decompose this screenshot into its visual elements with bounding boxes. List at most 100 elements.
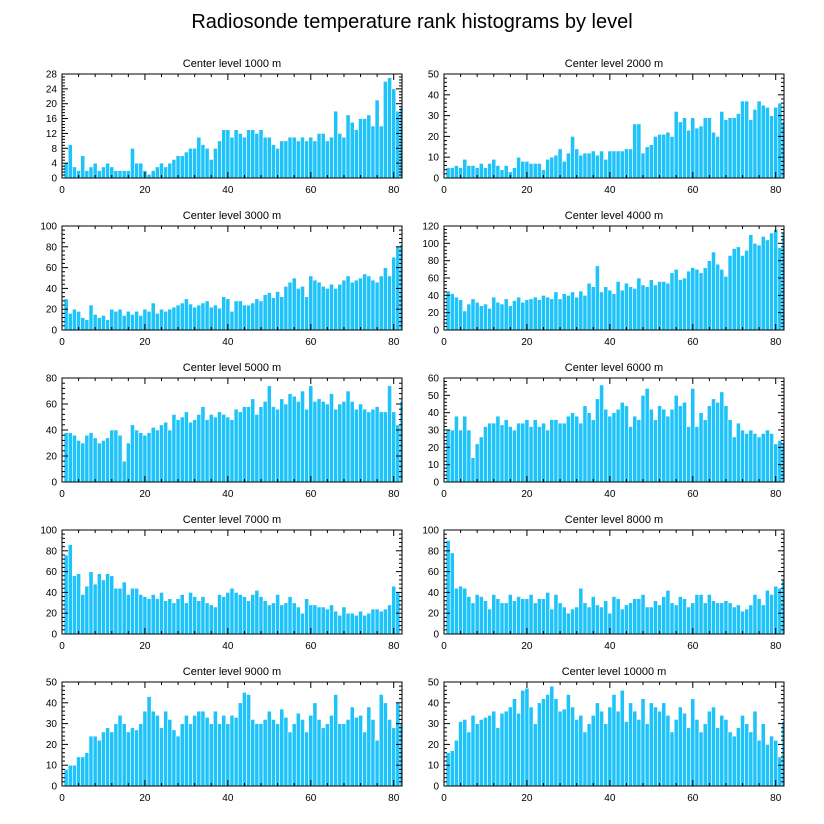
bar [287, 393, 293, 483]
bar [698, 125, 704, 179]
bar [279, 604, 285, 635]
bar [324, 403, 330, 483]
bar [258, 406, 264, 483]
bar [113, 170, 119, 179]
bar [117, 714, 123, 787]
bar [154, 598, 160, 635]
bar [756, 100, 762, 179]
bar [520, 161, 526, 179]
bar [88, 166, 94, 179]
bar [524, 419, 530, 483]
bar [731, 436, 737, 483]
bar [536, 299, 542, 331]
bar [619, 690, 625, 787]
bar [233, 300, 239, 331]
bar [698, 731, 704, 787]
bar [72, 166, 77, 179]
bar [495, 727, 501, 787]
bar [578, 714, 584, 787]
bar [528, 594, 534, 635]
bar [134, 729, 140, 787]
bar [561, 293, 567, 331]
bar [690, 267, 696, 331]
bar [748, 604, 754, 635]
bar [466, 429, 472, 483]
bar [744, 723, 750, 787]
bar [619, 289, 625, 331]
bar [337, 133, 343, 179]
bar [731, 248, 737, 331]
bar [237, 594, 243, 635]
bar [250, 129, 256, 179]
bar [532, 602, 538, 635]
bar [512, 300, 517, 331]
bar [561, 606, 567, 635]
bar [466, 731, 472, 787]
bar [744, 249, 750, 331]
bar [192, 714, 198, 787]
panel-title: Center level 5000 m [183, 362, 281, 374]
bar [582, 602, 588, 635]
plot-frame [61, 225, 403, 331]
bar [698, 272, 704, 331]
y-tick-label: 0 [433, 478, 439, 489]
bar [748, 731, 754, 787]
bar [653, 136, 658, 179]
bar [266, 385, 272, 483]
bar [184, 602, 189, 635]
x-tick-label: 60 [687, 641, 699, 652]
y-tick-label: 0 [51, 174, 57, 185]
bar [483, 167, 488, 179]
y-tick-label: 0 [433, 630, 439, 641]
bar [466, 303, 472, 331]
bar [491, 594, 497, 635]
bar [458, 429, 463, 483]
bar [138, 594, 144, 635]
x-tick-label: 20 [521, 337, 533, 348]
bar [188, 421, 193, 483]
bar [329, 136, 334, 179]
bar [366, 275, 372, 331]
bar [341, 606, 347, 635]
bar [395, 424, 401, 483]
bar [677, 279, 683, 331]
bar [624, 721, 629, 787]
bar [578, 154, 584, 179]
bar [287, 136, 293, 179]
y-tick-label: 30 [46, 719, 58, 730]
bar [677, 121, 683, 179]
bar [67, 144, 73, 179]
x-tick-label: 60 [305, 185, 317, 196]
bar [524, 687, 530, 787]
bar [582, 405, 588, 483]
bar [163, 710, 169, 787]
bar [146, 310, 152, 331]
bar [719, 269, 725, 331]
bar [171, 159, 177, 179]
bar [188, 592, 193, 635]
bar [374, 739, 380, 787]
x-tick-label: 40 [604, 337, 616, 348]
bar [545, 296, 551, 331]
bar [101, 579, 106, 635]
bar [520, 690, 526, 787]
bar [179, 302, 185, 331]
bar [474, 594, 480, 635]
bar [233, 592, 239, 635]
bar [304, 296, 310, 331]
bar [636, 277, 642, 331]
bar [611, 412, 617, 483]
bar [582, 295, 588, 331]
panel-title: Center level 9000 m [183, 666, 281, 678]
bar [101, 315, 106, 331]
bar [445, 167, 451, 179]
bar [217, 723, 222, 787]
bar [740, 100, 745, 179]
x-tick-label: 40 [222, 793, 234, 804]
bar [665, 714, 671, 787]
bar [615, 408, 621, 483]
y-tick-label: 100 [40, 222, 57, 233]
bar [599, 606, 604, 635]
bar [478, 436, 484, 483]
bar [254, 414, 260, 483]
